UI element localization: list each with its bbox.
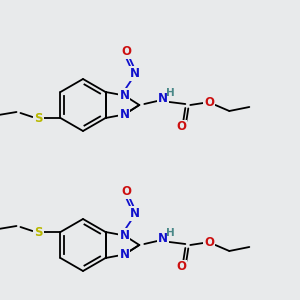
Text: N: N bbox=[119, 229, 129, 242]
Text: N: N bbox=[119, 248, 129, 261]
Text: N: N bbox=[129, 67, 140, 80]
Text: O: O bbox=[176, 260, 186, 274]
Text: S: S bbox=[34, 226, 43, 238]
Text: N: N bbox=[158, 92, 168, 106]
Text: H: H bbox=[166, 228, 175, 238]
Text: N: N bbox=[119, 108, 129, 121]
Text: O: O bbox=[204, 236, 214, 250]
Text: O: O bbox=[122, 45, 131, 58]
Text: H: H bbox=[166, 88, 175, 98]
Text: O: O bbox=[176, 121, 186, 134]
Text: N: N bbox=[119, 89, 129, 102]
Text: O: O bbox=[204, 97, 214, 110]
Text: N: N bbox=[129, 207, 140, 220]
Text: O: O bbox=[122, 185, 131, 198]
Text: S: S bbox=[34, 112, 43, 124]
Text: N: N bbox=[158, 232, 168, 245]
